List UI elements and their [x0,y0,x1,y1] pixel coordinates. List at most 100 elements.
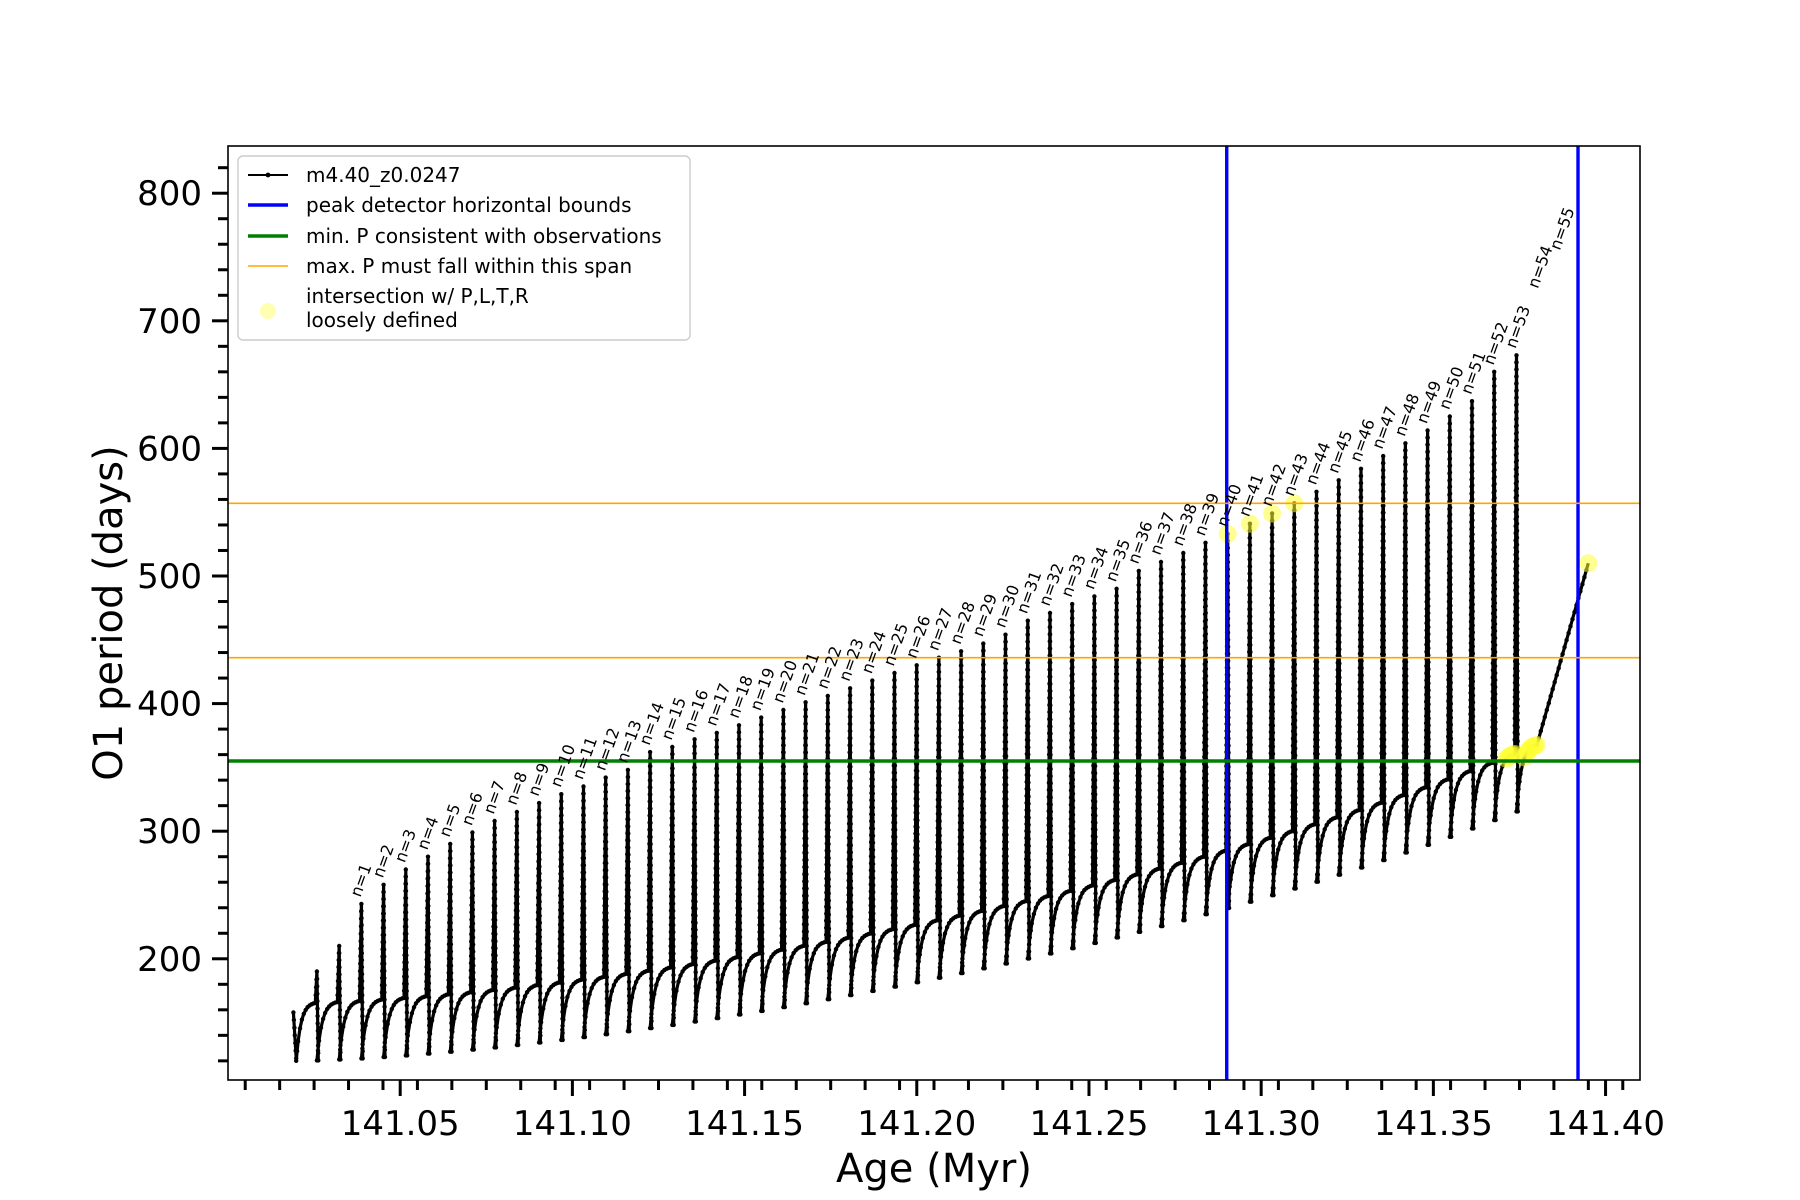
series-marker [492,854,498,859]
series-marker [1359,715,1365,721]
series-marker [804,972,810,977]
series-marker [301,1011,306,1016]
series-marker [1026,794,1031,799]
series-marker [1159,734,1164,740]
series-marker [1336,506,1342,511]
series-marker [1447,484,1453,489]
series-marker [1492,425,1497,431]
series-marker [1270,737,1276,742]
series-marker [1203,659,1209,665]
series-marker [825,743,831,748]
series-marker [538,998,543,1003]
series-marker [404,981,409,987]
series-marker [1403,490,1408,495]
series-marker [515,958,520,963]
series-marker [649,969,654,974]
series-marker [537,878,542,883]
series-marker [1470,707,1476,712]
series-marker [448,863,453,868]
series-marker [1070,840,1076,846]
series-marker [515,1014,521,1019]
series-marker [1381,574,1386,579]
series-marker [1270,688,1275,693]
series-marker [1144,878,1150,883]
series-marker [560,967,565,972]
series-marker [1492,579,1498,585]
series-marker [1114,593,1119,599]
series-marker [1181,593,1186,598]
series-marker [848,878,854,884]
series-marker [915,895,920,900]
series-marker [1492,481,1497,487]
series-marker [940,940,946,946]
series-marker [1070,826,1076,831]
series-marker [915,867,920,872]
series-marker [563,1003,568,1009]
series-marker [1492,369,1497,374]
series-marker [693,955,698,961]
series-marker [981,789,987,795]
series-marker [492,840,497,845]
series-marker [759,772,764,777]
series-marker [1425,477,1431,482]
series-marker [1403,525,1408,531]
series-marker [804,857,809,863]
series-marker [603,832,609,837]
series-marker [604,1021,609,1027]
series-marker [870,749,875,754]
series-marker [1425,540,1431,546]
series-marker [626,937,631,942]
series-marker [1070,735,1075,740]
series-marker [1159,804,1165,810]
series-marker [1315,744,1320,750]
series-marker [1026,864,1032,870]
series-marker [1493,726,1498,732]
series-marker [1026,787,1031,792]
series-marker [736,751,742,756]
series-marker [425,1051,431,1056]
series-marker [471,970,476,975]
series-marker [382,1040,387,1045]
series-marker [625,767,631,773]
series-marker [1276,847,1281,852]
series-marker [581,791,586,796]
series-marker [1181,685,1187,690]
series-marker [359,1056,364,1061]
series-marker [715,951,720,957]
series-marker [1070,791,1076,796]
series-marker [648,849,653,854]
series-marker [604,910,609,916]
series-marker [1114,657,1120,663]
series-marker [1337,633,1342,638]
series-marker [1204,750,1209,756]
series-marker [360,1007,365,1012]
series-marker [1053,906,1059,911]
series-marker [670,894,676,899]
series-marker [915,825,920,830]
series-marker [1337,738,1342,744]
series-marker [1003,661,1008,666]
series-marker [714,780,720,785]
series-marker [981,712,986,717]
series-marker [493,967,498,972]
series-marker [515,880,520,885]
series-marker [715,830,720,835]
series-marker [848,828,853,834]
series-marker [1336,562,1342,567]
series-marker [1270,680,1275,686]
series-marker [959,663,964,668]
series-marker [1115,807,1120,812]
series-marker [1182,875,1187,880]
series-marker [982,846,987,851]
series-marker [737,906,743,911]
series-marker [674,988,679,993]
series-marker [1359,744,1365,749]
series-marker [424,942,430,947]
series-marker [981,768,987,773]
series-marker [1092,721,1098,726]
series-marker [1181,621,1186,626]
series-marker [920,935,925,941]
series-marker [1336,541,1342,546]
series-marker [470,872,475,877]
series-marker [1159,783,1165,789]
